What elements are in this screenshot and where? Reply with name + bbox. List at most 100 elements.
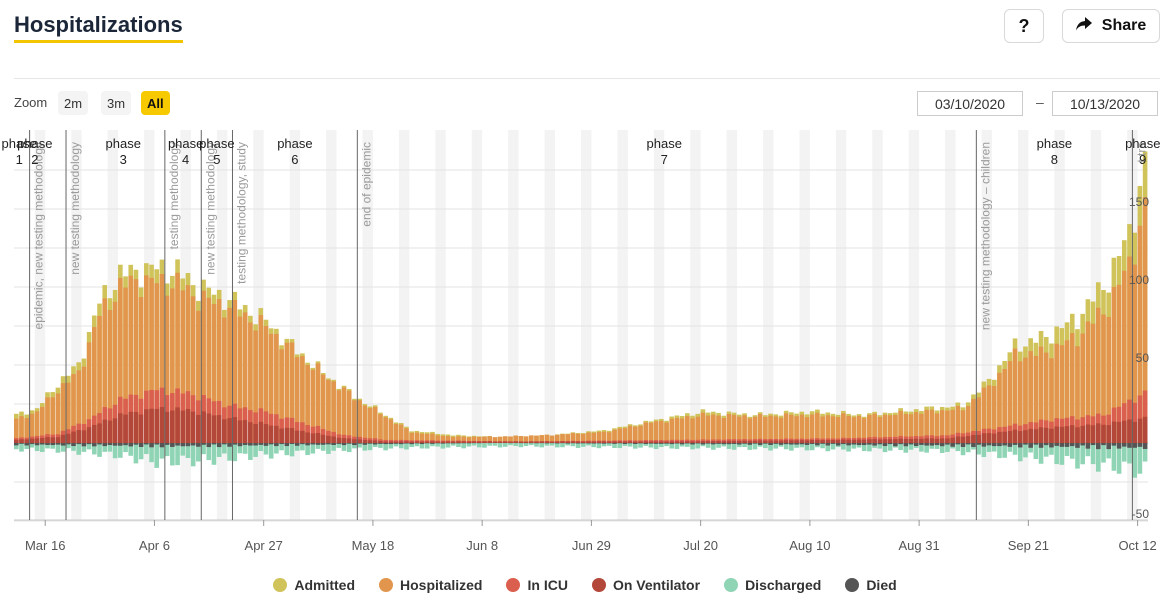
bar-hospitalized <box>716 415 721 443</box>
weekend-stripe <box>581 130 587 520</box>
bar-discharged <box>1069 443 1075 459</box>
zoom-all-button[interactable]: All <box>141 91 170 115</box>
bar-died <box>705 443 711 444</box>
bar-discharged <box>846 443 851 452</box>
bar-hospitalized <box>950 409 955 443</box>
legend-item-hospitalized[interactable]: Hospitalized <box>379 577 482 593</box>
bar-hospitalized <box>877 417 883 443</box>
bar-ventilator <box>950 437 955 443</box>
bar-discharged <box>357 443 362 448</box>
bar-ventilator <box>773 440 779 443</box>
bar-discharged <box>497 443 503 448</box>
event-label: testing methodology, study <box>234 142 248 284</box>
bar-discharged <box>185 443 191 458</box>
bar-died <box>242 443 248 446</box>
date-from-input[interactable]: 03/10/2020 <box>917 91 1023 116</box>
legend-item-discharged[interactable]: Discharged <box>724 577 821 593</box>
bar-hospitalized <box>612 429 617 443</box>
legend-label-icu: In ICU <box>527 577 568 593</box>
bar-hospitalized <box>841 413 846 443</box>
bar-hospitalized <box>919 413 924 443</box>
bar-discharged <box>66 443 71 449</box>
bar-hospitalized <box>300 356 305 443</box>
bar-ventilator <box>669 441 675 443</box>
bar-hospitalized <box>617 428 623 443</box>
zoom-3m-button[interactable]: 3m <box>101 91 132 115</box>
bar-died <box>367 443 373 444</box>
bar-discharged <box>398 443 404 449</box>
bar-ventilator <box>913 438 919 443</box>
bar-hospitalized <box>633 426 638 443</box>
bar-ventilator <box>1049 428 1054 443</box>
bar-died <box>721 443 727 445</box>
bar-died <box>60 443 66 446</box>
bar-hospitalized <box>1127 256 1132 443</box>
bar-discharged <box>263 443 269 455</box>
legend-item-icu[interactable]: In ICU <box>506 577 568 593</box>
bar-discharged <box>190 443 196 467</box>
help-button[interactable]: ? <box>1004 9 1044 43</box>
bar-hospitalized <box>591 432 597 443</box>
bar-ventilator <box>331 436 336 443</box>
bar-hospitalized <box>71 374 76 443</box>
bar-discharged <box>586 443 591 446</box>
bar-ventilator <box>945 438 950 443</box>
bar-ventilator <box>1137 418 1143 443</box>
bar-discharged <box>716 443 721 448</box>
bar-discharged <box>1002 443 1007 458</box>
bar-hospitalized <box>513 435 518 443</box>
bar-hospitalized <box>783 413 789 443</box>
bar-discharged <box>575 443 581 448</box>
bar-ventilator <box>414 441 420 443</box>
bar-died <box>867 443 872 445</box>
bar-died <box>835 443 841 446</box>
bar-ventilator <box>1085 424 1091 443</box>
bar-hospitalized <box>284 342 290 443</box>
bar-died <box>747 443 753 445</box>
bar-ventilator <box>612 441 617 443</box>
bar-died <box>289 443 295 445</box>
bar-hospitalized <box>955 405 961 443</box>
share-button[interactable]: Share <box>1062 9 1160 43</box>
weekend-stripe <box>841 130 847 520</box>
bar-hospitalized <box>1080 333 1085 443</box>
bar-ventilator <box>1007 431 1013 443</box>
date-to-input[interactable]: 10/13/2020 <box>1052 91 1158 116</box>
bar-hospitalized <box>185 285 191 443</box>
bar-died <box>118 443 123 446</box>
bar-ventilator <box>107 420 113 443</box>
bar-died <box>336 443 342 444</box>
bar-hospitalized <box>196 310 201 443</box>
bar-discharged <box>518 443 524 448</box>
bar-ventilator <box>523 441 529 443</box>
bar-discharged <box>24 443 30 449</box>
bar-died <box>331 443 336 446</box>
x-tick-label: Sep 21 <box>1008 538 1049 553</box>
bar-hospitalized <box>731 414 737 443</box>
legend-item-died[interactable]: Died <box>845 577 897 593</box>
bar-ventilator <box>320 434 326 443</box>
bar-hospitalized <box>253 330 258 443</box>
bar-ventilator <box>471 441 477 443</box>
bar-hospitalized <box>424 433 430 443</box>
bar-hospitalized <box>92 327 97 443</box>
bar-hospitalized <box>830 416 836 443</box>
bar-ventilator <box>752 440 758 443</box>
phase-number: 3 <box>120 152 127 167</box>
legend-item-admitted[interactable]: Admitted <box>273 577 355 593</box>
weekend-stripe <box>71 130 77 520</box>
bar-hospitalized <box>305 364 310 443</box>
legend-item-ventilator[interactable]: On Ventilator <box>591 577 700 593</box>
bar-died <box>924 443 929 446</box>
zoom-2m-button[interactable]: 2m <box>58 91 89 115</box>
bar-died <box>133 443 139 445</box>
bar-discharged <box>40 443 45 452</box>
bar-discharged <box>700 443 706 447</box>
bar-ventilator <box>835 440 841 443</box>
bar-died <box>856 443 862 446</box>
bar-hospitalized <box>383 417 388 443</box>
bar-discharged <box>955 443 961 452</box>
date-range-separator: – <box>1036 94 1044 110</box>
x-axis: Mar 16 Apr 6 Apr 27 May 18 Jun 8 Jun 29 Jul 20… <box>25 520 1157 553</box>
x-tick-label: Apr 6 <box>139 538 170 553</box>
